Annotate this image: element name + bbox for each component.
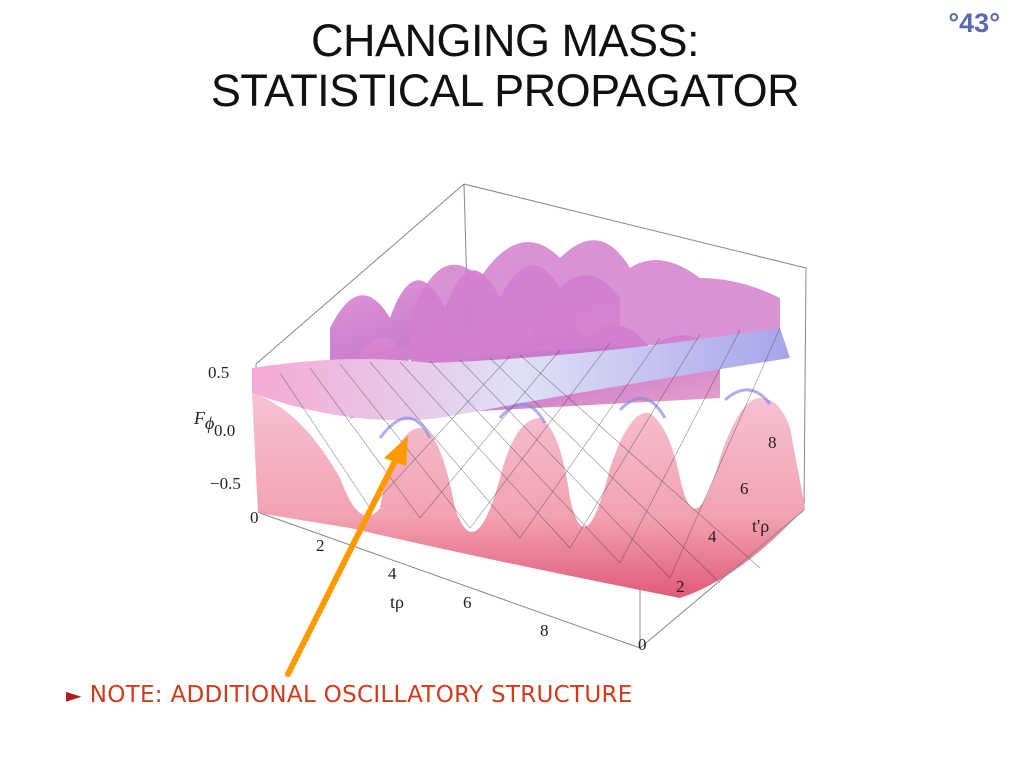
front-ridge: [252, 328, 790, 421]
surface-plot-figure: 0.5 0.0 −0.5 F ϕ 0 2 4 6 8 tρ 0 2 4 6 8 …: [180, 178, 820, 673]
y-tick: 6: [740, 479, 749, 498]
title-line-2: STATISTICAL PROPAGATOR: [210, 65, 800, 116]
y-tick: 0: [638, 635, 647, 654]
y-tick: 4: [708, 527, 717, 546]
y-tick: 8: [768, 433, 777, 452]
page-number: °43°: [948, 8, 1000, 38]
z-axis-subscript: ϕ: [205, 413, 214, 433]
x-tick: 6: [463, 593, 472, 612]
y-tick: 2: [676, 577, 685, 596]
front-wave-surface: [252, 388, 805, 598]
z-tick: 0.5: [208, 363, 229, 382]
z-axis: 0.5 0.0 −0.5 F ϕ: [193, 363, 241, 493]
slide-title: CHANGING MASS: STATISTICAL PROPAGATOR: [0, 16, 1010, 116]
z-tick: 0.0: [214, 421, 235, 440]
surface-plot-svg: 0.5 0.0 −0.5 F ϕ 0 2 4 6 8 tρ 0 2 4 6 8 …: [193, 183, 807, 654]
triangle-bullet-icon: ►: [66, 683, 82, 707]
z-axis-label: F: [193, 408, 206, 428]
x-tick: 4: [388, 564, 397, 583]
x-tick: 2: [316, 536, 325, 555]
x-tick: 0: [250, 508, 259, 527]
x-tick: 8: [540, 621, 549, 640]
title-line-1: CHANGING MASS:: [310, 15, 700, 66]
x-axis-label: tρ: [390, 592, 404, 612]
z-tick: −0.5: [210, 474, 241, 493]
note-bullet-item: ► NOTE: ADDITIONAL OSCILLATORY STRUCTURE: [66, 682, 633, 708]
note-text: NOTE: ADDITIONAL OSCILLATORY STRUCTURE: [89, 682, 633, 708]
y-axis: 0 2 4 6 8 t'ρ: [638, 433, 777, 654]
y-axis-label: t'ρ: [752, 516, 769, 536]
